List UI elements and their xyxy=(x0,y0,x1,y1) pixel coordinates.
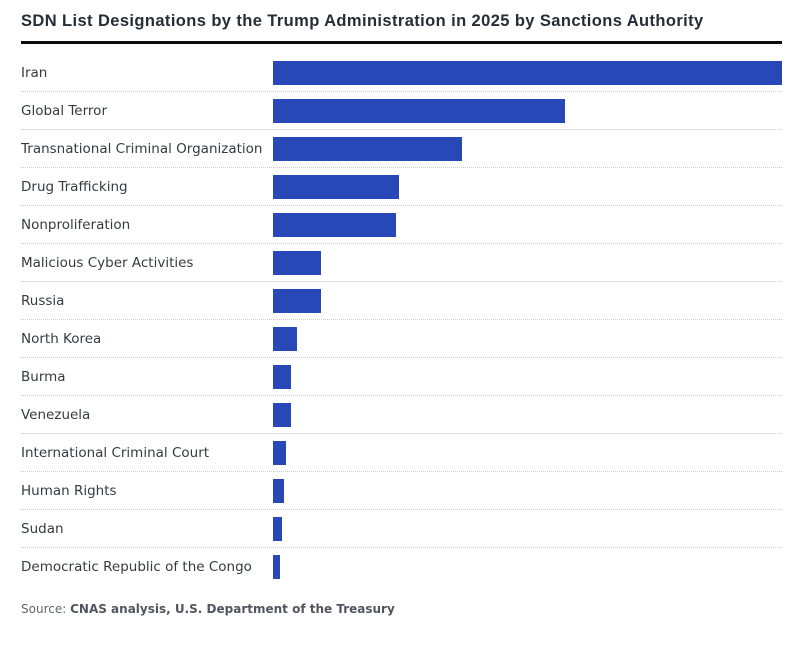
chart-row: Malicious Cyber Activities xyxy=(21,244,782,282)
chart-row: Venezuela xyxy=(21,396,782,434)
category-label: International Criminal Court xyxy=(21,444,210,461)
bar xyxy=(273,554,281,579)
bar xyxy=(273,440,287,465)
category-label: North Korea xyxy=(21,330,102,347)
chart-row: Drug Trafficking xyxy=(21,168,782,206)
bar xyxy=(273,98,565,123)
bar-track xyxy=(273,516,782,541)
chart-row: Nonproliferation xyxy=(21,206,782,244)
category-label: Sudan xyxy=(21,520,64,537)
category-label: Transnational Criminal Organization xyxy=(21,140,263,157)
category-label: Global Terror xyxy=(21,102,107,119)
chart-title: SDN List Designations by the Trump Admin… xyxy=(21,12,704,30)
bar xyxy=(273,212,397,237)
chart-row: Burma xyxy=(21,358,782,396)
category-label: Drug Trafficking xyxy=(21,178,128,195)
chart-rows: Iran Global Terror Transnational Crimina… xyxy=(21,54,782,585)
bar-track xyxy=(273,364,782,389)
chart-row: Russia xyxy=(21,282,782,320)
source-prefix: Source: xyxy=(21,602,67,616)
bar-track xyxy=(273,402,782,427)
bar-track xyxy=(273,174,782,199)
chart-row: Democratic Republic of the Congo xyxy=(21,548,782,585)
bar-track xyxy=(273,136,782,161)
bar xyxy=(273,174,400,199)
category-label: Human Rights xyxy=(21,482,117,499)
bar xyxy=(273,326,297,351)
chart-row: International Criminal Court xyxy=(21,434,782,472)
bar-track xyxy=(273,478,782,503)
source-text: CNAS analysis, U.S. Department of the Tr… xyxy=(70,602,395,616)
bar-track xyxy=(273,60,782,85)
chart-row: Transnational Criminal Organization xyxy=(21,130,782,168)
bar-track xyxy=(273,288,782,313)
category-label: Venezuela xyxy=(21,406,91,423)
bar-track xyxy=(273,98,782,123)
title-divider-rule xyxy=(21,41,782,44)
chart-row: Iran xyxy=(21,54,782,92)
bar xyxy=(273,60,782,85)
bar xyxy=(273,288,321,313)
bar xyxy=(273,516,283,541)
bar-track xyxy=(273,326,782,351)
bar xyxy=(273,250,321,275)
bar-track xyxy=(273,212,782,237)
bar-track xyxy=(273,554,782,579)
source-line: Source: CNAS analysis, U.S. Department o… xyxy=(21,602,782,616)
bar xyxy=(273,402,291,427)
bar-track xyxy=(273,440,782,465)
chart-row: Human Rights xyxy=(21,472,782,510)
chart-row: Sudan xyxy=(21,510,782,548)
bar xyxy=(273,364,291,389)
bar-track xyxy=(273,250,782,275)
bar xyxy=(273,136,462,161)
bar xyxy=(273,478,285,503)
chart-row: North Korea xyxy=(21,320,782,358)
category-label: Nonproliferation xyxy=(21,216,131,233)
chart-row: Global Terror xyxy=(21,92,782,130)
category-label: Democratic Republic of the Congo xyxy=(21,558,252,575)
category-label: Iran xyxy=(21,64,48,81)
category-label: Russia xyxy=(21,292,65,309)
category-label: Burma xyxy=(21,368,66,385)
category-label: Malicious Cyber Activities xyxy=(21,254,194,271)
